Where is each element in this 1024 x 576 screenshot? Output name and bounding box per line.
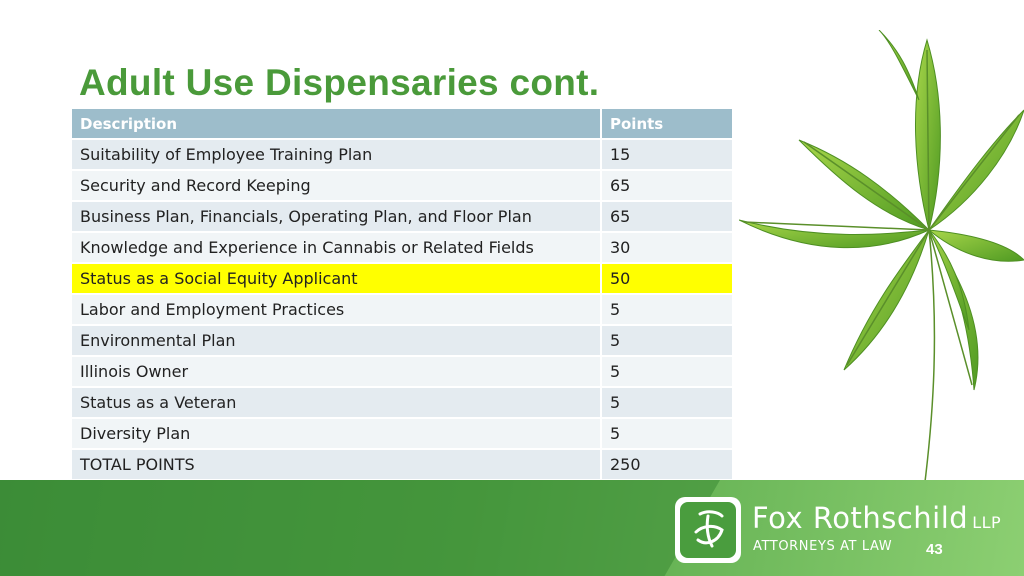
table-header-row: Description Points: [70, 107, 734, 140]
row-points: 5: [600, 386, 734, 419]
row-points: 30: [600, 231, 734, 264]
footer-bar: [0, 480, 1024, 576]
row-points: 5: [600, 293, 734, 326]
table-row: Suitability of Employee Training Plan 15: [70, 138, 734, 171]
row-description: Status as a Social Equity Applicant: [70, 262, 602, 295]
row-points: 50: [600, 262, 734, 295]
logo-mark: [680, 502, 736, 558]
table-row-total: TOTAL POINTS 250: [70, 448, 734, 481]
fox-rothschild-logo-icon: [675, 497, 741, 563]
row-description: Business Plan, Financials, Operating Pla…: [70, 200, 602, 233]
row-points: 15: [600, 138, 734, 171]
row-points: 5: [600, 355, 734, 388]
table-row: Security and Record Keeping 65: [70, 169, 734, 202]
row-description: Illinois Owner: [70, 355, 602, 388]
row-description: TOTAL POINTS: [70, 448, 602, 481]
row-points: 250: [600, 448, 734, 481]
page-number: 43: [926, 541, 943, 558]
table-row: Status as a Veteran 5: [70, 386, 734, 419]
row-description: Security and Record Keeping: [70, 169, 602, 202]
row-description: Diversity Plan: [70, 417, 602, 450]
slide-title: Adult Use Dispensaries cont.: [79, 62, 600, 103]
table-row: Environmental Plan 5: [70, 324, 734, 357]
row-points: 5: [600, 324, 734, 357]
row-description: Environmental Plan: [70, 324, 602, 357]
row-points: 65: [600, 200, 734, 233]
row-description: Knowledge and Experience in Cannabis or …: [70, 231, 602, 264]
table-row: Illinois Owner 5: [70, 355, 734, 388]
firm-name-text: Fox Rothschild: [752, 501, 969, 535]
row-description: Labor and Employment Practices: [70, 293, 602, 326]
table-row: Knowledge and Experience in Cannabis or …: [70, 231, 734, 264]
header-description: Description: [70, 107, 602, 140]
row-points: 65: [600, 169, 734, 202]
table-row: Labor and Employment Practices 5: [70, 293, 734, 326]
table-row-highlighted: Status as a Social Equity Applicant 50: [70, 262, 734, 295]
firm-tagline: ATTORNEYS AT LAW: [753, 539, 893, 554]
row-points: 5: [600, 417, 734, 450]
header-points: Points: [600, 107, 734, 140]
firm-name: Fox Rothschild LLP: [752, 501, 1001, 535]
table-row: Diversity Plan 5: [70, 417, 734, 450]
logo-glyph-icon: [694, 510, 724, 548]
points-table: Description Points Suitability of Employ…: [70, 107, 734, 481]
footer-band: [0, 480, 721, 576]
cannabis-leaf-icon: [739, 30, 1024, 490]
row-description: Status as a Veteran: [70, 386, 602, 419]
table-row: Business Plan, Financials, Operating Pla…: [70, 200, 734, 233]
row-description: Suitability of Employee Training Plan: [70, 138, 602, 171]
firm-suffix: LLP: [972, 513, 1002, 532]
